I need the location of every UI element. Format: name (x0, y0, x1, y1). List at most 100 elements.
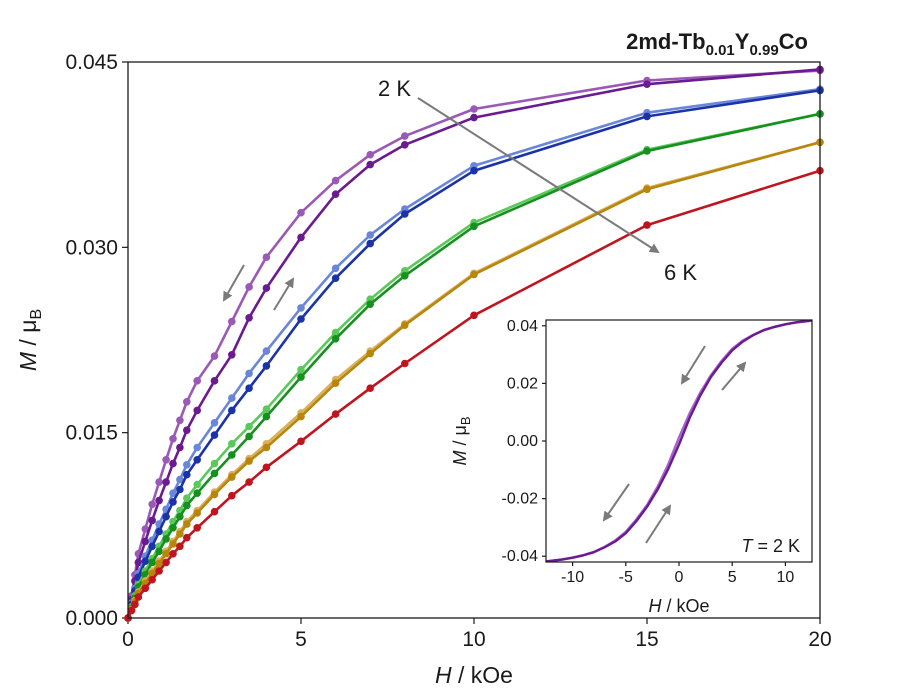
data-point (210, 507, 219, 516)
data-point (643, 185, 651, 194)
data-point (183, 494, 191, 503)
data-point (245, 422, 253, 431)
data-point (245, 478, 253, 486)
data-point (331, 264, 340, 273)
data-point (148, 558, 156, 567)
data-point (148, 516, 156, 525)
y-tick-label: 0.000 (65, 607, 118, 630)
data-point (297, 315, 305, 323)
data-point (366, 300, 375, 309)
data-point (162, 550, 170, 558)
data-point (193, 443, 201, 452)
data-point (366, 150, 375, 159)
data-point (401, 210, 409, 218)
data-point (262, 347, 271, 355)
data-point (193, 456, 201, 464)
data-point (183, 461, 191, 469)
data-point (210, 419, 219, 427)
inset-x-tick-label: -10 (561, 569, 584, 586)
data-point (228, 406, 236, 415)
data-point (169, 489, 177, 498)
data-point (297, 365, 305, 374)
data-point (169, 524, 177, 532)
data-point (176, 512, 184, 521)
data-point (643, 221, 651, 229)
data-point (162, 456, 170, 464)
inset-sweep-down-lower-arrow (602, 483, 630, 522)
data-point (141, 537, 150, 546)
data-point (193, 480, 201, 489)
data-point (228, 317, 236, 326)
data-point (155, 547, 163, 556)
title-suffix: Co (779, 29, 808, 54)
data-point (176, 485, 184, 494)
data-point (643, 147, 651, 155)
data-point (331, 274, 340, 283)
data-point (162, 478, 170, 486)
inset-y-tick-label: -0.02 (502, 491, 539, 508)
data-point (366, 231, 375, 239)
data-point (183, 470, 191, 479)
data-point (331, 410, 340, 418)
data-point (643, 80, 651, 88)
inset-temperature-label: T = 2 K (741, 536, 800, 556)
data-point (183, 533, 191, 542)
data-point (401, 272, 409, 280)
data-point (210, 490, 219, 499)
data-point (245, 283, 253, 291)
data-point (169, 540, 177, 548)
data-point (169, 550, 177, 558)
data-point (262, 405, 271, 414)
inset-y-tick-label: 0.04 (507, 318, 538, 335)
data-point (262, 463, 271, 472)
data-point (176, 443, 184, 452)
inset-y-tick-label: 0.02 (507, 375, 538, 392)
data-point (401, 359, 409, 368)
data-point (210, 377, 219, 385)
data-point (228, 440, 236, 448)
inset-x-tick-label: 0 (675, 569, 684, 586)
title-prefix: 2md-Tb (626, 29, 705, 54)
inset-x-axis-title: H / kOe (648, 596, 709, 616)
data-point (331, 328, 340, 337)
data-point (366, 384, 375, 393)
data-point (228, 351, 236, 359)
data-point (210, 459, 219, 468)
start-temperature-label: 2 K (378, 76, 411, 101)
main-plot-frame (127, 61, 821, 619)
data-point (141, 584, 150, 593)
x-tick-label: 0 (122, 628, 134, 651)
data-point (470, 311, 478, 320)
data-point (262, 362, 271, 370)
data-point (193, 524, 201, 532)
data-point (470, 270, 478, 279)
data-point (127, 606, 136, 615)
data-point (134, 593, 143, 601)
inset-background (546, 320, 812, 562)
data-point (193, 509, 201, 517)
inset-sweep-up-lower-arrow (645, 504, 672, 544)
inset-x-tick-label: 10 (777, 569, 795, 586)
data-point (169, 498, 177, 506)
data-point (228, 473, 236, 481)
y-axis-title: M / μB (15, 309, 45, 371)
data-point (331, 190, 340, 198)
data-point (366, 349, 375, 358)
data-point (297, 208, 305, 217)
data-point (176, 530, 184, 538)
sweep-up-arrow (273, 277, 295, 311)
data-point (210, 352, 219, 360)
data-point (141, 525, 150, 533)
title-sub2: 0.99 (749, 42, 778, 59)
data-point (401, 132, 409, 140)
data-point (331, 335, 340, 343)
data-point (176, 416, 184, 425)
data-point (470, 113, 478, 122)
data-point (210, 469, 219, 478)
data-point (245, 432, 253, 441)
title-sub1: 0.01 (706, 42, 735, 59)
data-point (148, 575, 156, 584)
chart-title: 2md-Tb0.01Y0.99Co (626, 29, 808, 59)
